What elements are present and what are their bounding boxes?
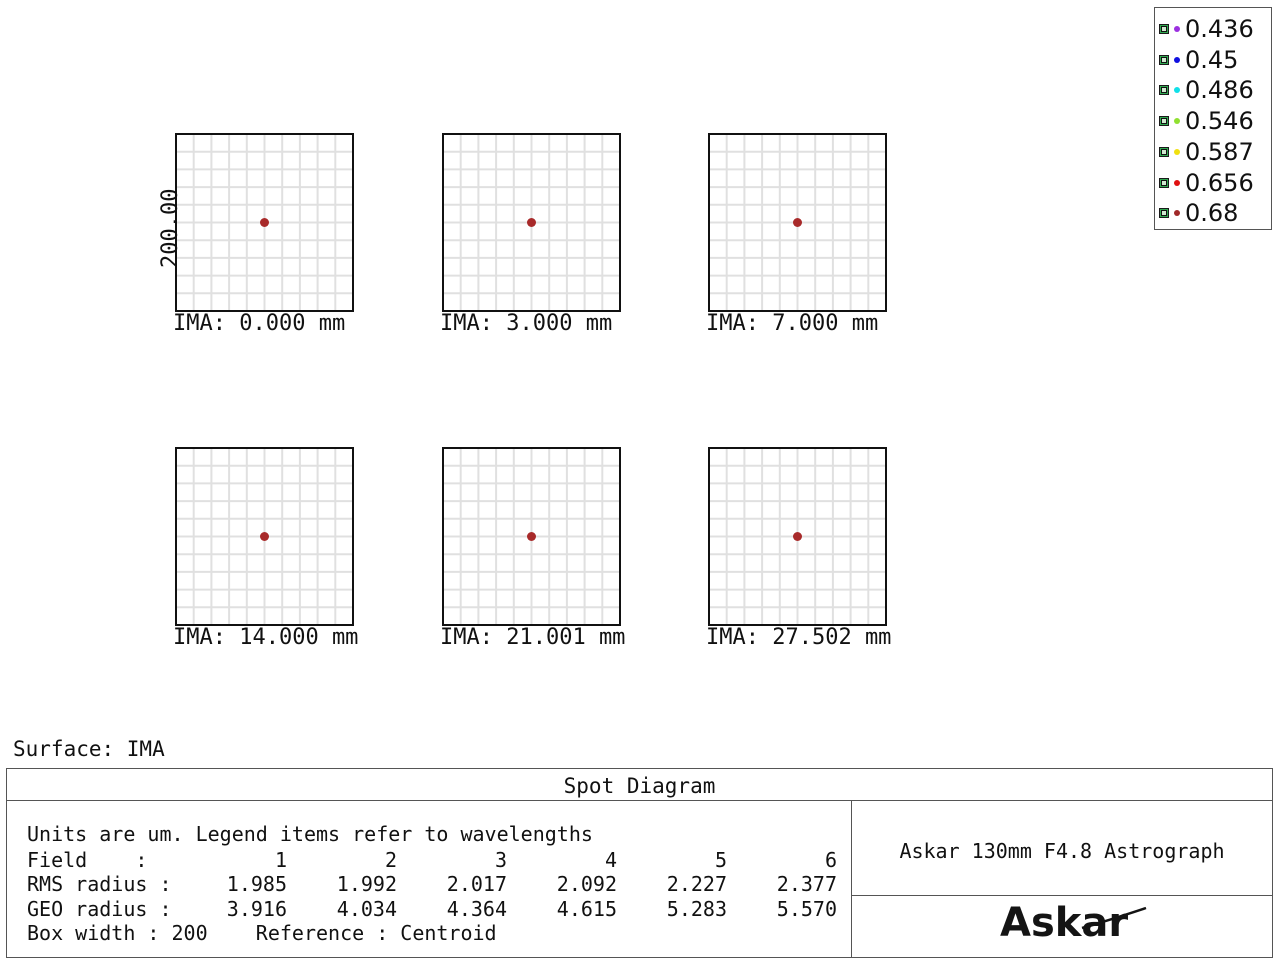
field-label: IMA: 3.000 mm [440, 311, 612, 336]
table-cell-rms: 1.985 [226, 872, 287, 896]
plot-frame [708, 133, 887, 312]
checkbox-icon [1159, 54, 1169, 65]
logo-panel: Askar [852, 896, 1272, 957]
legend-item: 0.45 [1159, 45, 1238, 75]
table-cell-geo: 5.570 [776, 897, 837, 921]
legend-label: 0.486 [1185, 76, 1254, 105]
system-title-panel: Askar 130mm F4.8 Astrograph [852, 801, 1272, 896]
table-cell-fields: 4 [604, 848, 617, 872]
field-label: IMA: 27.502 mm [706, 625, 891, 650]
legend-label: 0.68 [1185, 199, 1239, 228]
table-cell-geo: 5.283 [666, 897, 727, 921]
geo-row-label: GEO radius : [27, 897, 172, 921]
table-cell-rms: 2.017 [446, 872, 507, 896]
legend-item: 0.587 [1159, 137, 1254, 167]
table-cell-fields: 1 [274, 848, 287, 872]
legend-label: 0.656 [1185, 168, 1254, 197]
plot-frame [175, 447, 354, 626]
legend-color-swatch [1174, 87, 1180, 94]
spot-plots-area: IMA: 0.000 mm IMA: 3.000 mm IMA: 7.000 mm I… [158, 133, 891, 650]
spot-point [260, 218, 269, 227]
plot-frame [442, 133, 621, 312]
legend-label: 0.546 [1185, 107, 1254, 136]
table-cell-geo: 3.916 [226, 897, 287, 921]
legend-label: 0.587 [1185, 137, 1254, 166]
spot-point [793, 218, 802, 227]
spot-point [527, 532, 536, 541]
legend-item: 0.436 [1159, 14, 1254, 44]
data-panel: Units are um. Legend items refer to wave… [7, 801, 852, 957]
legend-label: 0.436 [1185, 15, 1254, 43]
rms-row-label: RMS radius : [27, 872, 172, 896]
table-cell-fields: 2 [384, 848, 397, 872]
legend-color-swatch [1174, 26, 1180, 32]
field-label: IMA: 7.000 mm [706, 311, 878, 336]
logo-swoosh-icon [1081, 906, 1147, 930]
checkbox-icon [1159, 24, 1169, 34]
checkbox-icon [1159, 85, 1169, 96]
legend-color-swatch [1174, 148, 1180, 155]
plot-frame [175, 133, 354, 312]
field-label: IMA: 0.000 mm [173, 311, 345, 336]
legend-color-swatch [1174, 56, 1180, 63]
field-row-label: Field : [27, 848, 148, 872]
table-cell-rms: 2.227 [666, 872, 727, 896]
legend-color-swatch [1174, 210, 1180, 217]
field-label: IMA: 21.001 mm [440, 625, 625, 650]
table-cell-rms: 2.092 [556, 872, 617, 896]
spot-point [260, 532, 269, 541]
table-cell-geo: 4.364 [446, 897, 507, 921]
system-name: Askar 130mm F4.8 Astrograph [899, 839, 1225, 863]
box-width-line: Box width : 200 Reference : Centroid [27, 921, 497, 945]
spot-point [793, 532, 802, 541]
checkbox-icon [1159, 146, 1169, 157]
table-cell-geo: 4.615 [556, 897, 617, 921]
table-cell-rms: 1.992 [336, 872, 397, 896]
surface-label: Surface: IMA [13, 737, 165, 761]
table-cell-geo: 4.034 [336, 897, 397, 921]
table-cell-rms: 2.377 [776, 872, 837, 896]
wavelength-legend: 0.436 0.45 0.486 0.546 0.587 0.656 0.68 [1154, 7, 1272, 230]
legend-item: 0.546 [1159, 106, 1254, 136]
legend-item: 0.486 [1159, 75, 1254, 105]
legend-item: 0.656 [1159, 168, 1254, 198]
checkbox-icon [1159, 208, 1169, 219]
table-cell-fields: 3 [494, 848, 507, 872]
legend-item: 0.68 [1159, 198, 1238, 228]
diagram-title: Spot Diagram [7, 769, 1272, 801]
checkbox-icon [1159, 177, 1169, 188]
table-cell-fields: 6 [824, 848, 837, 872]
legend-label: 0.45 [1185, 45, 1239, 74]
askar-logo: Askar [1000, 900, 1129, 946]
units-line: Units are um. Legend items refer to wave… [27, 822, 593, 846]
axis-scale-label: 200.00 [158, 189, 183, 268]
checkbox-icon [1159, 116, 1169, 127]
field-label: IMA: 14.000 mm [173, 625, 358, 650]
plot-frame [708, 447, 887, 626]
legend-color-swatch [1174, 118, 1180, 125]
spot-point [527, 218, 536, 227]
plot-frame [442, 447, 621, 626]
legend-color-swatch [1174, 179, 1180, 186]
info-box: Spot Diagram Units are um. Legend items … [6, 768, 1273, 958]
table-cell-fields: 5 [714, 848, 727, 872]
